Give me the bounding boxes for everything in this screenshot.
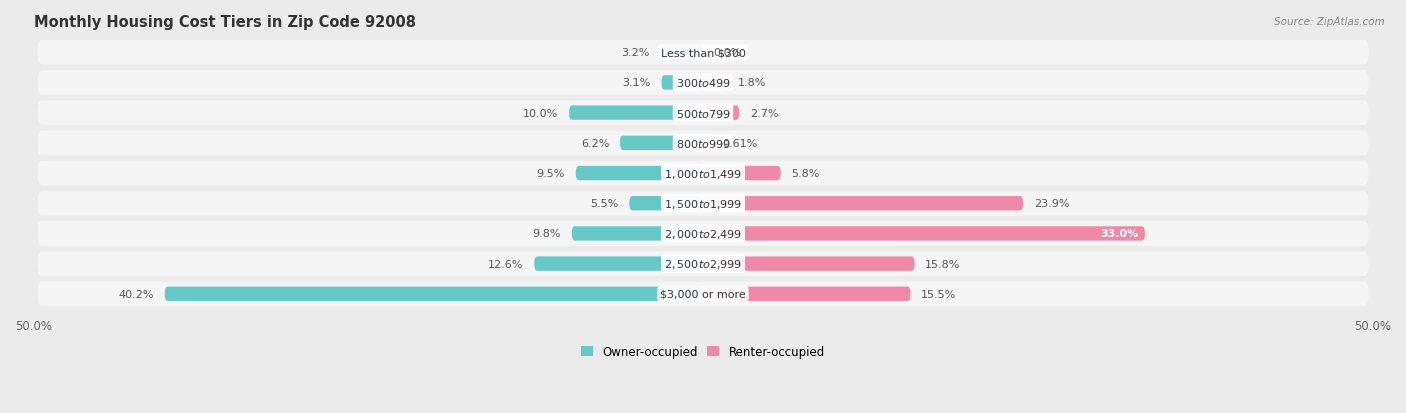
Text: 15.5%: 15.5% bbox=[921, 289, 956, 299]
FancyBboxPatch shape bbox=[703, 106, 740, 121]
Text: 23.9%: 23.9% bbox=[1033, 199, 1069, 209]
FancyBboxPatch shape bbox=[38, 282, 1368, 306]
Text: 12.6%: 12.6% bbox=[488, 259, 523, 269]
Text: 5.8%: 5.8% bbox=[792, 169, 820, 178]
FancyBboxPatch shape bbox=[703, 287, 911, 301]
Text: Less than $300: Less than $300 bbox=[661, 48, 745, 58]
Text: $1,000 to $1,499: $1,000 to $1,499 bbox=[664, 167, 742, 180]
Text: $800 to $999: $800 to $999 bbox=[675, 138, 731, 150]
FancyBboxPatch shape bbox=[569, 106, 703, 121]
Text: 9.8%: 9.8% bbox=[533, 229, 561, 239]
Text: 3.2%: 3.2% bbox=[621, 48, 650, 58]
Text: Monthly Housing Cost Tiers in Zip Code 92008: Monthly Housing Cost Tiers in Zip Code 9… bbox=[34, 15, 416, 30]
FancyBboxPatch shape bbox=[703, 166, 780, 181]
FancyBboxPatch shape bbox=[630, 197, 703, 211]
Text: 5.5%: 5.5% bbox=[591, 199, 619, 209]
FancyBboxPatch shape bbox=[661, 76, 703, 90]
Text: 2.7%: 2.7% bbox=[749, 108, 779, 119]
FancyBboxPatch shape bbox=[165, 287, 703, 301]
Text: 0.61%: 0.61% bbox=[721, 138, 756, 148]
Text: $1,500 to $1,999: $1,500 to $1,999 bbox=[664, 197, 742, 210]
FancyBboxPatch shape bbox=[572, 227, 703, 241]
Text: 33.0%: 33.0% bbox=[1099, 229, 1139, 239]
FancyBboxPatch shape bbox=[38, 131, 1368, 156]
FancyBboxPatch shape bbox=[38, 101, 1368, 126]
FancyBboxPatch shape bbox=[38, 41, 1368, 65]
FancyBboxPatch shape bbox=[534, 257, 703, 271]
FancyBboxPatch shape bbox=[38, 252, 1368, 276]
Text: 40.2%: 40.2% bbox=[118, 289, 155, 299]
Text: 6.2%: 6.2% bbox=[581, 138, 609, 148]
Text: 9.5%: 9.5% bbox=[537, 169, 565, 178]
FancyBboxPatch shape bbox=[703, 76, 727, 90]
FancyBboxPatch shape bbox=[703, 257, 914, 271]
FancyBboxPatch shape bbox=[703, 197, 1024, 211]
Text: 10.0%: 10.0% bbox=[523, 108, 558, 119]
FancyBboxPatch shape bbox=[620, 136, 703, 151]
Text: 1.8%: 1.8% bbox=[738, 78, 766, 88]
FancyBboxPatch shape bbox=[703, 227, 1144, 241]
Text: 15.8%: 15.8% bbox=[925, 259, 960, 269]
FancyBboxPatch shape bbox=[38, 221, 1368, 246]
Text: $3,000 or more: $3,000 or more bbox=[661, 289, 745, 299]
Text: 0.0%: 0.0% bbox=[714, 48, 742, 58]
FancyBboxPatch shape bbox=[38, 71, 1368, 95]
Text: $2,500 to $2,999: $2,500 to $2,999 bbox=[664, 257, 742, 271]
FancyBboxPatch shape bbox=[576, 166, 703, 181]
FancyBboxPatch shape bbox=[38, 161, 1368, 186]
Text: $2,000 to $2,499: $2,000 to $2,499 bbox=[664, 228, 742, 240]
Text: $300 to $499: $300 to $499 bbox=[675, 77, 731, 89]
Text: $500 to $799: $500 to $799 bbox=[675, 107, 731, 119]
Text: 3.1%: 3.1% bbox=[623, 78, 651, 88]
FancyBboxPatch shape bbox=[38, 191, 1368, 216]
FancyBboxPatch shape bbox=[661, 46, 703, 60]
FancyBboxPatch shape bbox=[703, 136, 711, 151]
Legend: Owner-occupied, Renter-occupied: Owner-occupied, Renter-occupied bbox=[576, 341, 830, 363]
Text: Source: ZipAtlas.com: Source: ZipAtlas.com bbox=[1274, 17, 1385, 26]
